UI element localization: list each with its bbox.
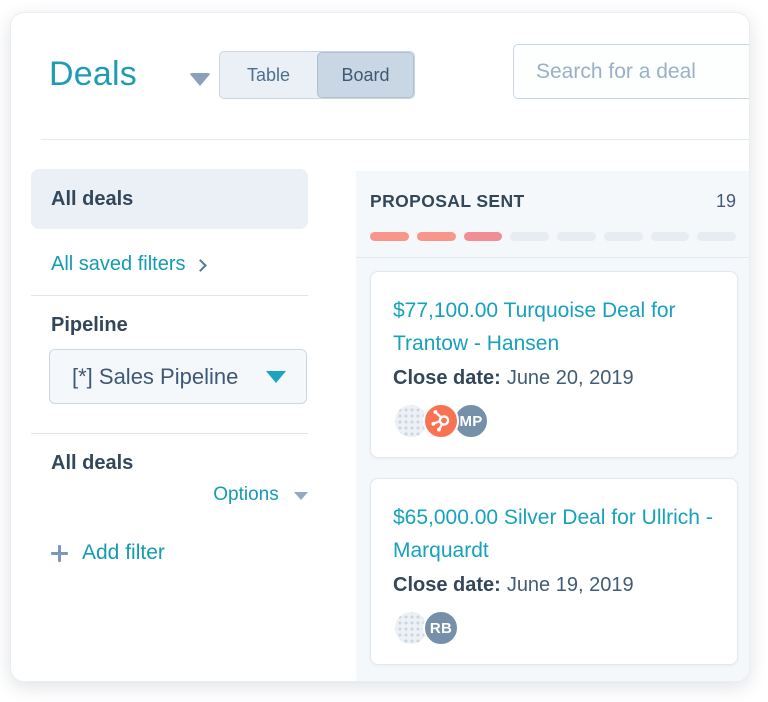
- close-date-label: Close date:: [393, 574, 501, 596]
- progress-segment-empty: [603, 232, 643, 241]
- close-date-label: Close date:: [393, 367, 501, 389]
- page-title-dropdown-caret-icon[interactable]: [189, 73, 211, 86]
- options-menu-button[interactable]: Options: [31, 484, 308, 506]
- avatar-row: MP: [393, 403, 715, 439]
- sidebar-divider: [31, 433, 308, 434]
- stage-progress-bar: [370, 232, 736, 257]
- options-label: Options: [213, 484, 279, 505]
- column-deal-count: 19: [715, 191, 736, 211]
- board-column-proposal-sent: PROPOSAL SENT 19 $77,100.00 Turquoise De…: [356, 171, 749, 681]
- column-header: PROPOSAL SENT 19: [356, 171, 749, 257]
- close-date-value: June 20, 2019: [506, 367, 634, 389]
- all-saved-filters-link[interactable]: All saved filters: [51, 253, 207, 276]
- page-title[interactable]: Deals: [49, 55, 137, 93]
- plus-icon: [51, 544, 68, 562]
- progress-segment-empty: [650, 232, 690, 241]
- column-title: PROPOSAL SENT: [370, 191, 525, 211]
- placeholder-grid-avatar[interactable]: [393, 403, 429, 439]
- hubspot-sprocket-icon: [431, 410, 450, 432]
- sidebar-item-all-deals[interactable]: All deals: [31, 169, 308, 229]
- header-divider: [41, 139, 749, 140]
- progress-segment-filled: [370, 232, 409, 241]
- deals-app-window: Deals Table Board All deals All saved fi…: [10, 12, 750, 682]
- filter-group-title: All deals: [51, 452, 134, 474]
- deal-close-date: Close date: June 19, 2019: [393, 574, 715, 597]
- deal-card[interactable]: $77,100.00 Turquoise Deal for Trantow - …: [370, 271, 738, 458]
- all-saved-filters-label: All saved filters: [51, 253, 186, 275]
- avatar-initials: MP: [459, 412, 483, 430]
- deal-title-link[interactable]: $77,100.00 Turquoise Deal for Trantow - …: [393, 299, 676, 355]
- deal-close-date: Close date: June 20, 2019: [393, 367, 715, 390]
- sidebar-item-label: All deals: [51, 187, 134, 210]
- add-filter-button[interactable]: Add filter: [51, 541, 165, 565]
- column-header-divider: [356, 257, 749, 258]
- avatar-initials: RB: [429, 619, 453, 637]
- view-toggle-group: Table Board: [219, 51, 415, 99]
- sidebar-divider: [31, 295, 308, 296]
- deal-title-link[interactable]: $65,000.00 Silver Deal for Ullrich - Mar…: [393, 506, 713, 562]
- deal-card[interactable]: $65,000.00 Silver Deal for Ullrich - Mar…: [370, 478, 738, 665]
- progress-segment-filled: [463, 232, 503, 241]
- pipeline-select-value: [*] Sales Pipeline: [72, 363, 239, 389]
- avatar-row: RB: [393, 610, 715, 646]
- hubspot-sprocket-avatar[interactable]: [423, 403, 459, 439]
- progress-segment-empty: [557, 232, 596, 241]
- cards-area: $77,100.00 Turquoise Deal for Trantow - …: [356, 258, 749, 665]
- pipeline-select[interactable]: [*] Sales Pipeline: [49, 349, 307, 404]
- close-date-value: June 19, 2019: [506, 574, 634, 596]
- chevron-down-icon: [294, 492, 308, 500]
- progress-segment-empty: [697, 232, 736, 241]
- pipeline-label: Pipeline: [51, 314, 128, 336]
- chevron-right-icon: [193, 258, 207, 272]
- progress-segment-filled: [416, 232, 456, 241]
- table-view-button[interactable]: Table: [246, 64, 291, 85]
- progress-segment-empty: [510, 232, 549, 241]
- search-input[interactable]: [513, 44, 749, 99]
- chevron-down-icon: [266, 370, 286, 383]
- owner-initials-avatar[interactable]: RB: [423, 610, 459, 646]
- add-filter-label: Add filter: [82, 541, 165, 564]
- board-view-button[interactable]: Board: [317, 52, 414, 98]
